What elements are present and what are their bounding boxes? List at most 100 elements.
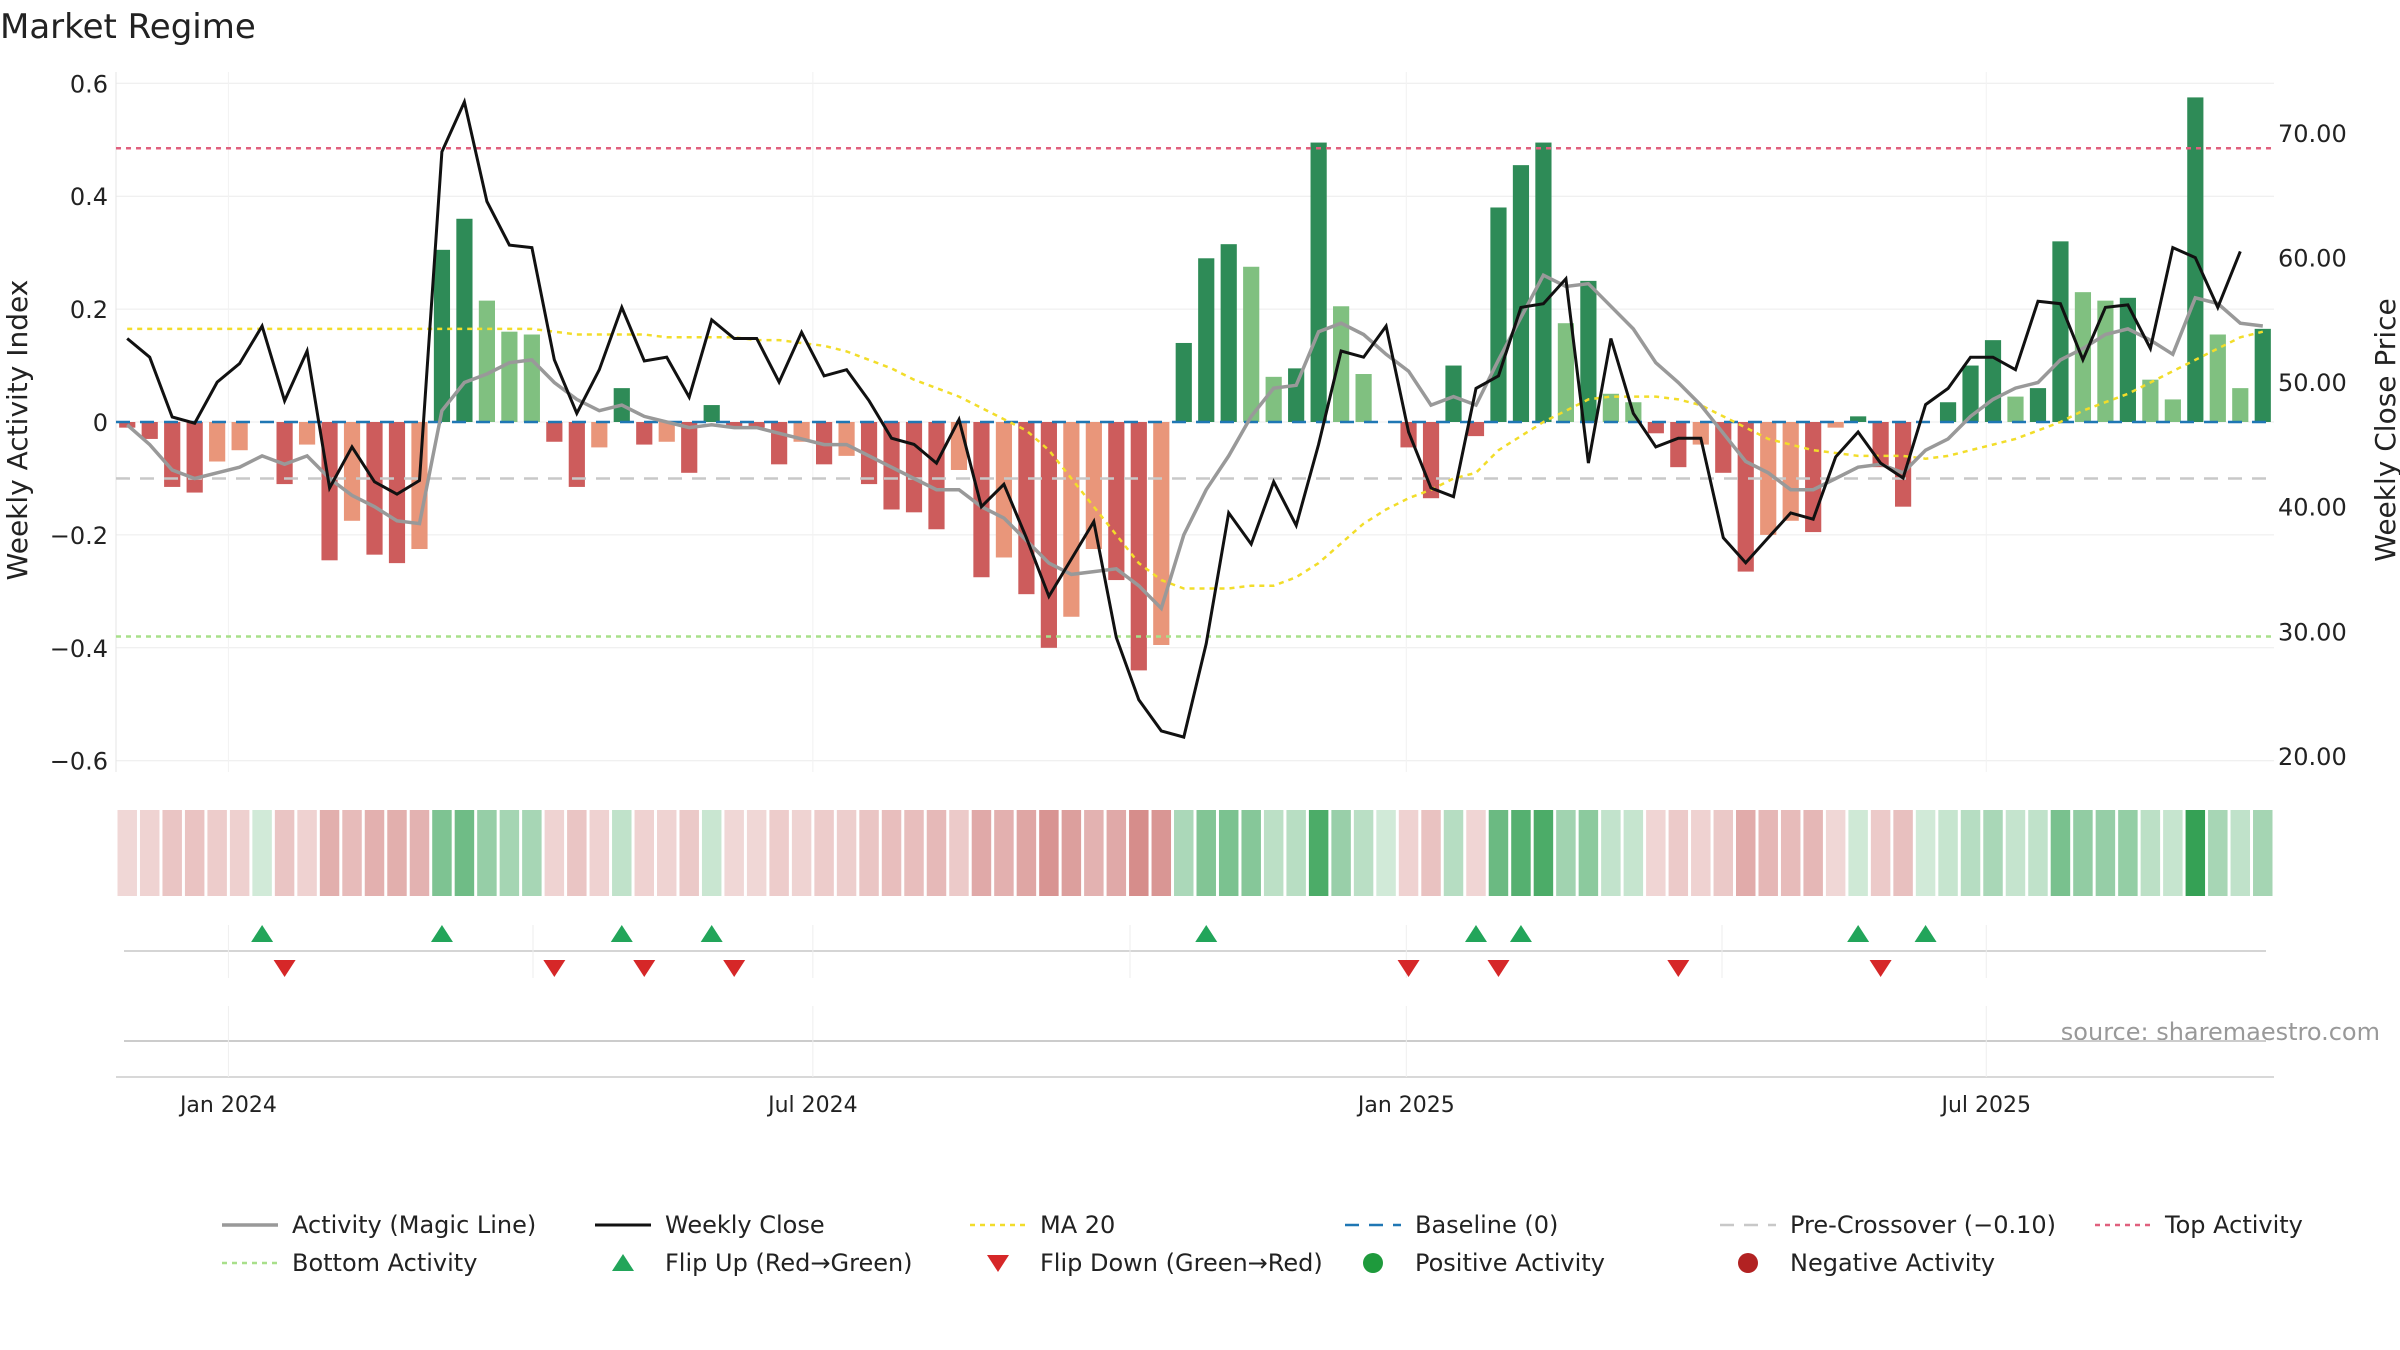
activity-bar [2052, 241, 2069, 422]
activity-bar [366, 422, 383, 555]
legend-label-baseline: Baseline (0) [1415, 1211, 1558, 1239]
regime-cell [2073, 810, 2093, 896]
legend-label-ma20: MA 20 [1040, 1211, 1115, 1239]
x-tick-label: Jan 2024 [178, 1093, 277, 1118]
legend-item-ma20: MA 20 [970, 1211, 1115, 1239]
y-tick-right-label: 70.00 [2278, 120, 2347, 148]
y-ticks-right: 70.00 60.00 50.00 40.00 30.00 20.00 [2278, 120, 2347, 771]
regime-cell [1151, 810, 1172, 896]
activity-bar [1782, 422, 1799, 521]
legend-item-flipup: Flip Up (Red→Green) [612, 1249, 913, 1277]
regime-cell [1218, 810, 1239, 896]
flip-down-marker [1487, 960, 1510, 977]
activity-bar [231, 422, 248, 451]
flip-up-marker [1509, 925, 1532, 942]
activity-bar [1310, 142, 1327, 422]
activity-bar [748, 422, 765, 428]
legend-swatch-neg [1738, 1253, 1758, 1273]
legend-item-precross: Pre-Crossover (−0.10) [1720, 1211, 2056, 1239]
flip-up-marker [610, 925, 633, 942]
legend-item-neg: Negative Activity [1738, 1249, 1995, 1277]
y-tick-right-label: 20.00 [2278, 743, 2347, 771]
activity-bar [658, 422, 675, 442]
activity-bar [411, 422, 428, 550]
legend-label-precross: Pre-Crossover (−0.10) [1790, 1211, 2056, 1239]
activity-bar [164, 422, 181, 487]
activity-bar [1018, 422, 1035, 595]
activity-bar [1737, 422, 1754, 572]
y-ticks-left: 0.6 0.4 0.2 0 −0.2 −0.4 −0.6 [50, 70, 108, 775]
regime-cell [724, 810, 744, 896]
activity-bar [1602, 393, 1619, 422]
activity-bar [1175, 342, 1192, 422]
regime-cell [432, 810, 452, 896]
activity-bar [2142, 379, 2159, 422]
activity-bar [681, 422, 698, 473]
flip-up-marker [430, 925, 453, 942]
regime-cell [1376, 810, 1396, 896]
regime-cell [679, 810, 699, 896]
legend-item-close: Weekly Close [595, 1211, 825, 1239]
legend-label-neg: Negative Activity [1790, 1249, 1995, 1277]
activity-bar [905, 422, 923, 513]
y-tick-left-label: 0.6 [70, 70, 108, 98]
activity-bar [1872, 422, 1889, 468]
activity-bar [771, 422, 788, 465]
regime-cell [364, 810, 385, 896]
legend-label-flipup: Flip Up (Red→Green) [665, 1249, 913, 1277]
y-tick-left-label: 0.4 [70, 183, 108, 211]
activity-bar [703, 405, 720, 422]
activity-bar [2029, 388, 2047, 422]
flip-up-marker [1464, 925, 1487, 942]
flip-down-marker [633, 960, 656, 977]
regime-cell [1241, 810, 1261, 896]
regime-cell [117, 810, 137, 896]
activity-bar [456, 218, 473, 422]
regime-cell [1758, 810, 1778, 896]
activity-bar [1467, 422, 1485, 437]
regime-cell [971, 810, 992, 896]
legend-label-flipdown: Flip Down (Green→Red) [1040, 1249, 1323, 1277]
activity-bar [1085, 422, 1102, 550]
y-tick-left-label: −0.6 [50, 748, 108, 776]
activity-bar [1108, 422, 1125, 581]
regime-cell [1848, 810, 1868, 896]
regime-cell [1960, 810, 1981, 896]
regime-cell [1039, 810, 1059, 896]
legend-label-close: Weekly Close [665, 1211, 825, 1239]
regime-cell [319, 810, 340, 896]
regime-cell [1421, 810, 1441, 896]
regime-cell [1061, 810, 1082, 896]
activity-bar [1153, 422, 1170, 645]
activity-bar [1760, 422, 1777, 535]
regime-cell [207, 810, 227, 896]
activity-bar [1288, 368, 1305, 422]
activity-bar [343, 422, 361, 521]
activity-bar [2164, 399, 2181, 422]
legend-item-top: Top Activity [2095, 1211, 2303, 1239]
regime-cell [634, 810, 654, 896]
regime-cell [1488, 810, 1509, 896]
regime-cell [297, 810, 317, 896]
activity-bar [1715, 422, 1732, 473]
regime-cell [2230, 810, 2251, 896]
activity-bar [1535, 142, 1552, 422]
activity-bar [209, 422, 226, 462]
regime-cell [1915, 810, 1936, 896]
regime-cell [229, 810, 250, 896]
regime-cell [477, 810, 497, 896]
activity-bar [726, 422, 743, 428]
activity-bar [2254, 328, 2271, 422]
legend: Activity (Magic Line) Weekly Close MA 20 Ba… [222, 1211, 2303, 1277]
y-axis-right-label: Weekly Close Price [2369, 298, 2400, 561]
legend-item-pos: Positive Activity [1363, 1249, 1605, 1277]
flip-markers [124, 925, 2266, 978]
flip-down-marker [1397, 960, 1420, 977]
legend-label-pos: Positive Activity [1415, 1249, 1605, 1277]
y-tick-left-label: 0.2 [70, 296, 108, 324]
regime-cell [139, 810, 160, 896]
legend-label-bottom: Bottom Activity [292, 1249, 477, 1277]
regime-cell [1713, 810, 1733, 896]
y-tick-left-label: 0 [93, 409, 108, 437]
